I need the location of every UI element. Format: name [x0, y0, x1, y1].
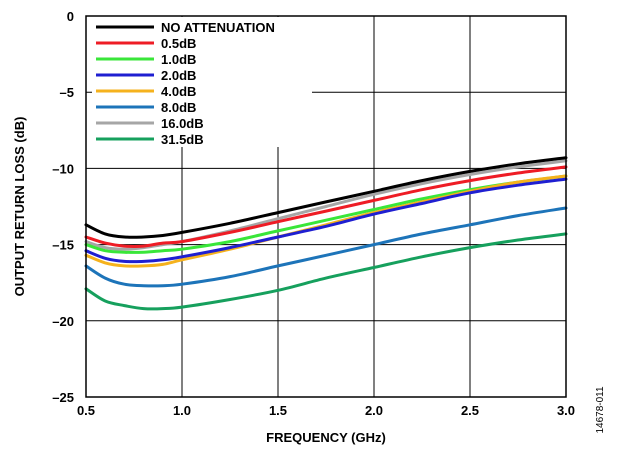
- legend-label: 31.5dB: [161, 132, 204, 147]
- legend-label: 1.0dB: [161, 52, 196, 67]
- y-tick-labels: 0 –5 –10 –15 –20 –25: [52, 9, 74, 405]
- x-tick-label: 1.5: [269, 403, 287, 418]
- legend-label: 0.5dB: [161, 36, 196, 51]
- plot-frame: [85, 15, 567, 398]
- legend-label: 4.0dB: [161, 84, 196, 99]
- x-tick-label: 2.0: [365, 403, 383, 418]
- series-line: [84, 232, 568, 311]
- y-axis-title: OUTPUT RETURN LOSS (dB): [12, 117, 27, 297]
- series-line: [84, 165, 568, 248]
- x-tick-labels: 0.5 1.0 1.5 2.0 2.5 3.0: [77, 403, 575, 418]
- series-line: [84, 159, 568, 251]
- legend-label: 8.0dB: [161, 100, 196, 115]
- x-tick-label: 0.5: [77, 403, 95, 418]
- y-tick-label: –15: [52, 238, 74, 253]
- legend-label: 16.0dB: [161, 116, 204, 131]
- x-axis-title: FREQUENCY (GHz): [266, 430, 386, 445]
- legend: NO ATTENUATION0.5dB1.0dB2.0dB4.0dB8.0dB1…: [92, 17, 312, 147]
- x-tick-label: 1.0: [173, 403, 191, 418]
- y-tick-label: –25: [52, 390, 74, 405]
- y-tick-label: –5: [60, 85, 74, 100]
- series-line: [84, 174, 568, 254]
- legend-background: [92, 17, 312, 147]
- series-lines: [84, 156, 568, 311]
- x-tick-label: 2.5: [461, 403, 479, 418]
- series-line: [84, 177, 568, 264]
- y-tick-label: 0: [67, 9, 74, 24]
- figure-id: 14678-011: [595, 386, 606, 434]
- legend-label: 2.0dB: [161, 68, 196, 83]
- y-tick-label: –20: [52, 314, 74, 329]
- series-line: [84, 156, 568, 239]
- x-tick-label: 3.0: [557, 403, 575, 418]
- legend-label: NO ATTENUATION: [161, 20, 275, 35]
- y-tick-label: –10: [52, 161, 74, 176]
- series-line: [84, 206, 568, 288]
